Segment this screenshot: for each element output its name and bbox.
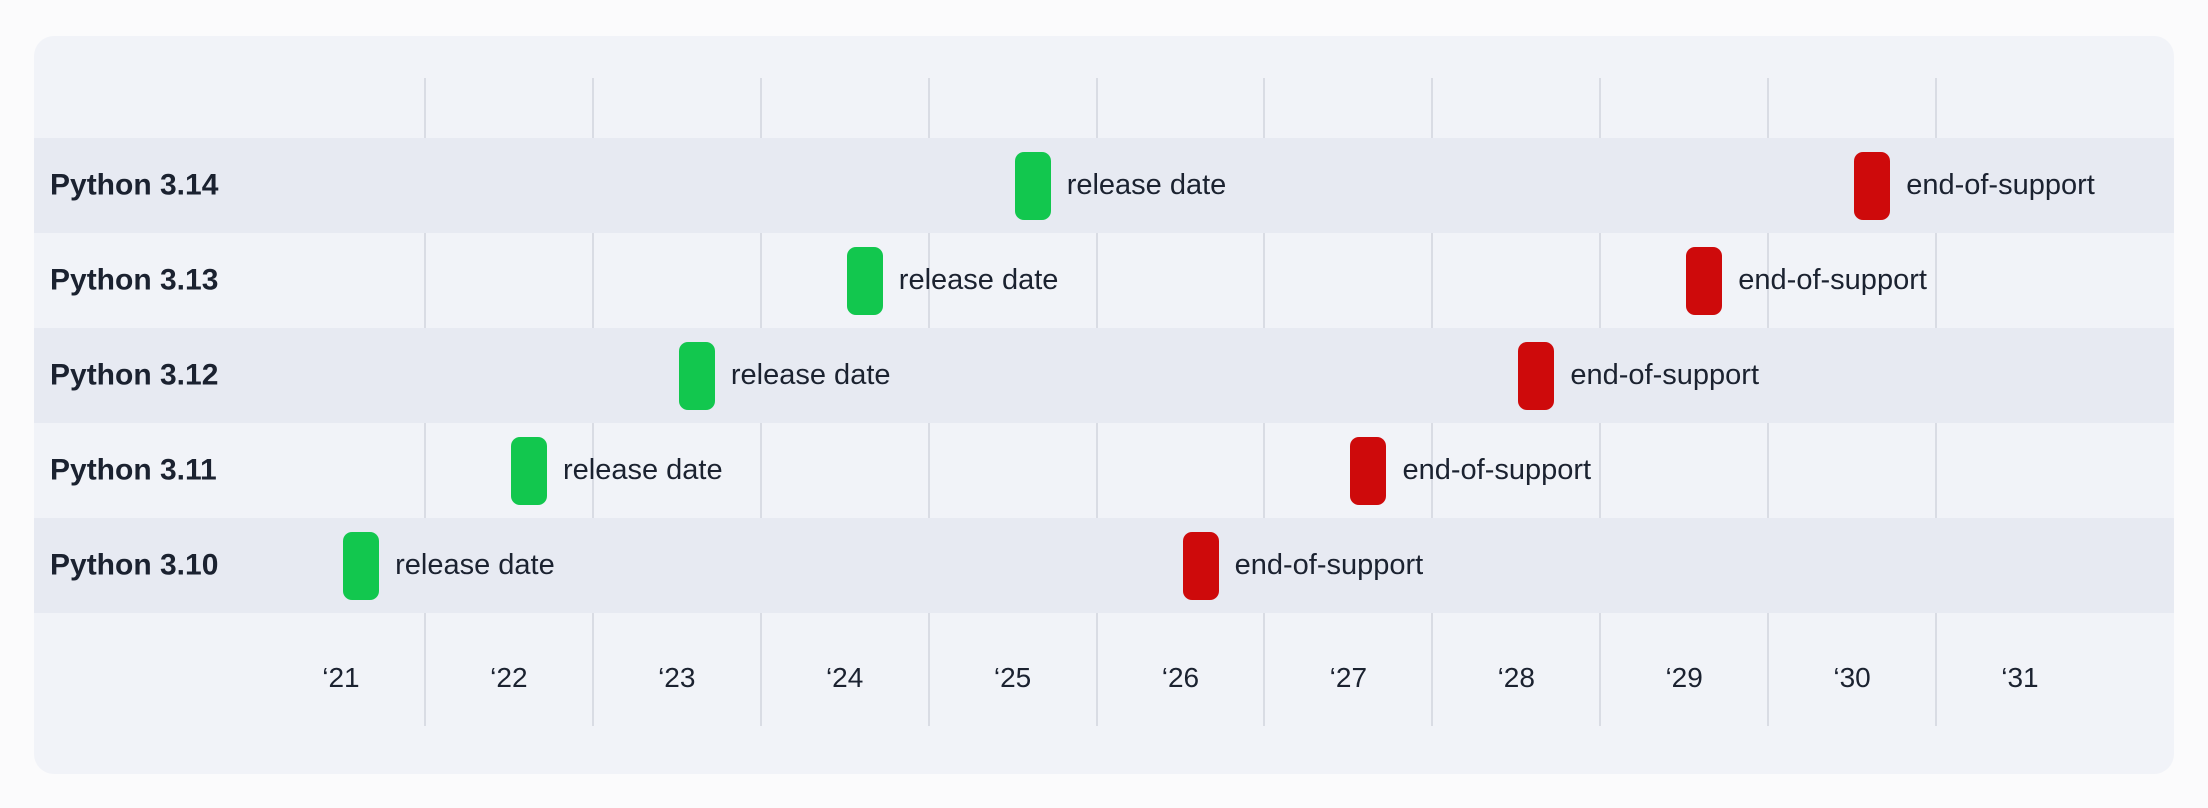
row-band xyxy=(34,328,2174,423)
row-band xyxy=(34,518,2174,613)
x-axis-tick-label: ‘22 xyxy=(490,662,528,693)
end-of-support-marker xyxy=(1182,531,1219,600)
x-axis-tick-label: ‘26 xyxy=(1161,662,1200,693)
x-axis-tick-label: ‘21 xyxy=(322,662,360,693)
end-of-support-marker-label: end-of-support xyxy=(1570,358,1760,391)
end-of-support-marker-label: end-of-support xyxy=(1906,168,2095,201)
x-axis-tick-label: ‘30 xyxy=(1833,662,1871,693)
row-label-version: Python 3.12 xyxy=(50,357,219,391)
row-label-version: Python 3.11 xyxy=(50,452,217,486)
row-label-version: Python 3.10 xyxy=(50,547,219,581)
release-marker-label: release date xyxy=(562,453,723,486)
row-label-version: Python 3.14 xyxy=(50,167,219,201)
release-marker xyxy=(343,531,380,600)
end-of-support-marker xyxy=(1518,341,1555,410)
timeline-chart-card: Python 3.14 release date end-of-support Pyt… xyxy=(34,36,2174,774)
release-marker-label: release date xyxy=(730,358,891,391)
x-axis-tick-label: ‘24 xyxy=(825,662,864,693)
end-of-support-marker-label: end-of-support xyxy=(1234,548,1424,581)
row-band xyxy=(34,138,2174,233)
end-of-support-marker xyxy=(1686,246,1723,315)
x-axis-tick-label: ‘28 xyxy=(1497,662,1535,693)
release-marker xyxy=(510,436,547,505)
x-axis-tick-label: ‘31 xyxy=(2001,662,2039,693)
release-marker-label: release date xyxy=(898,263,1059,296)
x-axis-tick-label: ‘27 xyxy=(1329,662,1368,693)
end-of-support-marker-label: end-of-support xyxy=(1738,263,1927,296)
release-marker xyxy=(678,341,715,410)
end-of-support-marker xyxy=(1350,436,1387,505)
x-axis-tick-label: ‘25 xyxy=(993,662,1032,693)
release-marker xyxy=(1014,151,1051,220)
x-axis-tick-label: ‘29 xyxy=(1665,662,1703,693)
release-marker xyxy=(846,246,883,315)
x-axis-tick-label: ‘23 xyxy=(658,662,696,693)
row-label-version: Python 3.13 xyxy=(50,262,219,296)
end-of-support-marker-label: end-of-support xyxy=(1402,453,1592,486)
end-of-support-marker xyxy=(1854,151,1891,220)
release-marker-label: release date xyxy=(1066,168,1227,201)
release-marker-label: release date xyxy=(395,548,555,581)
